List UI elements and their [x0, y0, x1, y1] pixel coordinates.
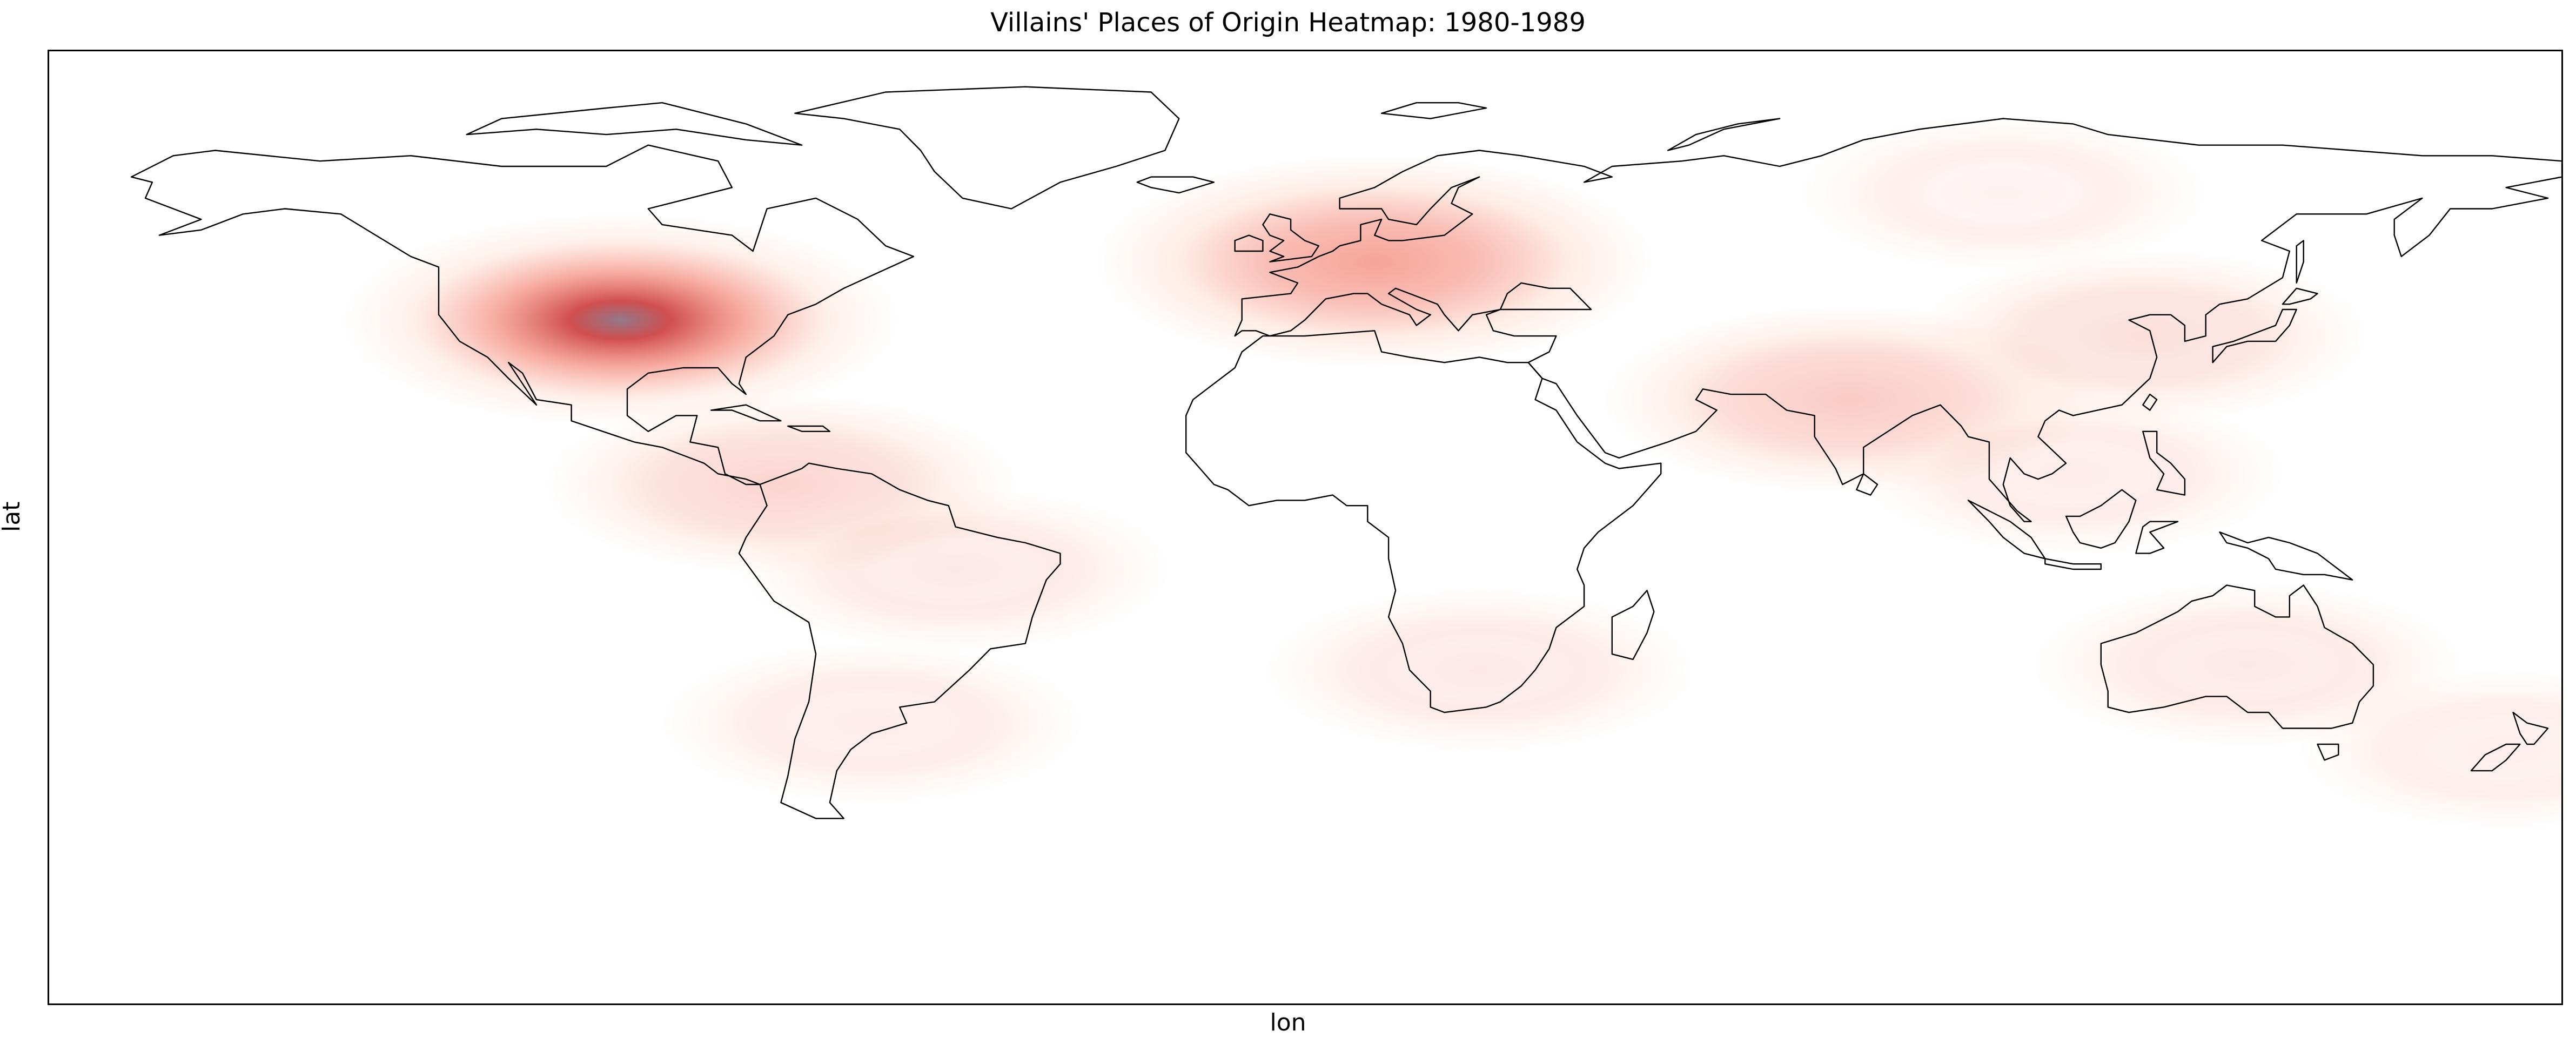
new-guinea-outline — [2219, 531, 2353, 581]
heat-blob — [1799, 114, 2207, 271]
heat-blob — [1265, 588, 1694, 752]
hokkaido-outline — [2282, 287, 2318, 305]
heat-blob — [741, 487, 1170, 652]
new-zealand-south-outline — [2470, 743, 2521, 772]
map-plot-area — [130, 86, 2562, 829]
africa-outline — [1185, 330, 1662, 713]
eurasia-outline — [1234, 118, 2562, 522]
madagascar-outline — [1611, 590, 1655, 661]
tasmania-outline — [2317, 743, 2339, 761]
heat-blob — [1096, 155, 1653, 369]
borneo-outline — [2065, 489, 2137, 549]
chart-title: Villains' Places of Origin Heatmap: 1980… — [990, 8, 1586, 38]
heat-blob — [2298, 670, 2562, 829]
heat-blob — [661, 642, 1083, 804]
novaya-zemlya-outline — [1667, 118, 1781, 151]
heat-blob — [1862, 393, 2284, 555]
canadian-arctic-outline — [466, 102, 803, 146]
great-britain-outline — [1262, 213, 1320, 262]
heat-blob — [342, 213, 898, 427]
ireland-outline — [1234, 234, 1264, 252]
sakhalin-outline — [2296, 240, 2304, 284]
y-axis-label: lat — [0, 501, 25, 532]
australia-outline — [2100, 584, 2374, 729]
north-america-outline — [130, 144, 915, 486]
svalbard-outline — [1381, 102, 1487, 119]
philippines-outline — [2142, 430, 2186, 496]
heat-layer — [342, 114, 2562, 829]
coastlines — [130, 86, 2562, 819]
cuba-outline — [710, 404, 782, 422]
x-axis-label: lon — [1270, 1009, 1306, 1036]
iceland-outline — [1136, 176, 1215, 194]
greenland-outline — [794, 86, 1180, 210]
new-zealand-north-outline — [2512, 711, 2549, 745]
sri-lanka-outline — [1856, 473, 1879, 496]
taiwan-outline — [2142, 393, 2158, 411]
sulawesi-outline — [2135, 521, 2179, 554]
japan-outline — [2212, 308, 2297, 363]
south-america-outline — [738, 462, 1061, 819]
java-outline — [2044, 558, 2102, 570]
hispaniola-outline — [787, 425, 831, 432]
heat-blob — [1917, 250, 2368, 422]
